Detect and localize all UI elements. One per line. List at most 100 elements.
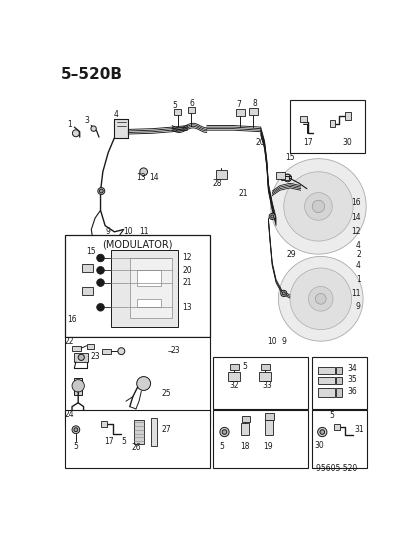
Text: 5: 5 (328, 410, 333, 419)
Text: 30: 30 (342, 138, 352, 147)
Text: (MODULATOR): (MODULATOR) (102, 239, 172, 249)
Text: 4: 4 (355, 241, 360, 250)
Text: 5: 5 (242, 362, 247, 371)
Text: 95605 520: 95605 520 (315, 464, 356, 473)
Bar (65, 337, 209, 426)
Circle shape (308, 287, 332, 311)
Bar (65, 410, 209, 468)
Bar (311, 357, 366, 409)
Text: 21: 21 (238, 189, 248, 198)
Circle shape (78, 354, 84, 360)
Bar (100, 421, 107, 426)
Text: 13: 13 (136, 173, 146, 182)
Bar (335, 367, 342, 374)
Circle shape (118, 348, 124, 354)
Bar (344, 112, 350, 120)
Circle shape (317, 427, 326, 437)
Bar (129, 258, 172, 318)
Text: 16: 16 (67, 315, 77, 324)
Bar (318, 377, 335, 384)
Circle shape (315, 294, 325, 304)
Text: 14: 14 (149, 173, 159, 182)
Circle shape (97, 254, 104, 262)
Text: 35: 35 (347, 375, 356, 384)
Bar (74, 353, 88, 362)
Text: 2: 2 (355, 251, 360, 260)
Text: 36: 36 (347, 387, 356, 395)
Text: 34: 34 (347, 364, 356, 373)
Text: 10: 10 (123, 227, 133, 236)
Text: 15: 15 (86, 247, 96, 256)
Text: 19: 19 (263, 442, 273, 451)
Text: 27: 27 (161, 425, 171, 434)
Bar (311, 410, 366, 468)
Text: 20: 20 (182, 266, 191, 275)
Text: 12: 12 (182, 254, 191, 262)
Bar (235, 109, 244, 116)
Bar (264, 413, 273, 419)
Text: 9: 9 (355, 302, 360, 311)
Text: 6: 6 (189, 100, 194, 109)
Bar (249, 108, 257, 115)
Circle shape (100, 239, 102, 243)
Circle shape (97, 188, 104, 195)
Circle shape (270, 159, 365, 254)
Circle shape (72, 426, 80, 433)
Text: 5: 5 (73, 442, 78, 451)
Circle shape (91, 126, 96, 131)
Text: 9: 9 (106, 227, 110, 236)
Circle shape (97, 303, 104, 311)
Bar (216, 170, 226, 179)
Text: 20: 20 (255, 138, 265, 147)
Bar (281, 174, 288, 180)
Circle shape (74, 428, 78, 432)
Bar (212, 357, 308, 409)
Text: 22: 22 (65, 337, 74, 346)
Circle shape (136, 377, 150, 391)
Circle shape (311, 200, 324, 213)
Bar (137, 270, 160, 286)
Bar (74, 378, 82, 395)
Text: 17: 17 (303, 138, 313, 147)
Bar (318, 367, 335, 374)
Bar (110, 251, 178, 327)
Circle shape (97, 279, 104, 287)
Circle shape (219, 427, 228, 437)
Bar (102, 349, 111, 354)
Circle shape (283, 172, 352, 241)
Text: 11: 11 (351, 289, 360, 298)
Bar (260, 364, 269, 370)
Text: 28: 28 (211, 179, 221, 188)
Circle shape (140, 168, 147, 175)
Bar (259, 372, 270, 381)
Circle shape (280, 290, 286, 296)
Circle shape (97, 266, 104, 274)
Text: 24: 24 (65, 410, 74, 419)
Bar (174, 109, 181, 115)
Text: 25: 25 (161, 389, 171, 398)
Bar (289, 100, 365, 152)
Bar (299, 116, 306, 122)
Bar (318, 388, 335, 397)
Circle shape (304, 192, 332, 220)
Bar (335, 377, 342, 384)
Circle shape (99, 189, 103, 193)
Circle shape (222, 430, 226, 434)
Text: 21: 21 (182, 278, 191, 287)
Bar (151, 418, 157, 446)
Text: 1: 1 (355, 275, 360, 284)
Circle shape (283, 174, 291, 182)
Bar (133, 419, 144, 445)
Text: 17: 17 (104, 437, 114, 446)
Text: 23: 23 (90, 352, 100, 361)
Text: 9: 9 (281, 337, 285, 346)
Circle shape (289, 268, 351, 329)
Text: 8: 8 (252, 100, 256, 109)
Text: 23: 23 (170, 346, 179, 355)
Circle shape (268, 213, 275, 220)
Text: 13: 13 (182, 303, 191, 312)
Text: 5: 5 (219, 442, 224, 451)
Circle shape (98, 238, 104, 244)
Text: 32: 32 (228, 381, 238, 390)
Bar (137, 299, 160, 306)
